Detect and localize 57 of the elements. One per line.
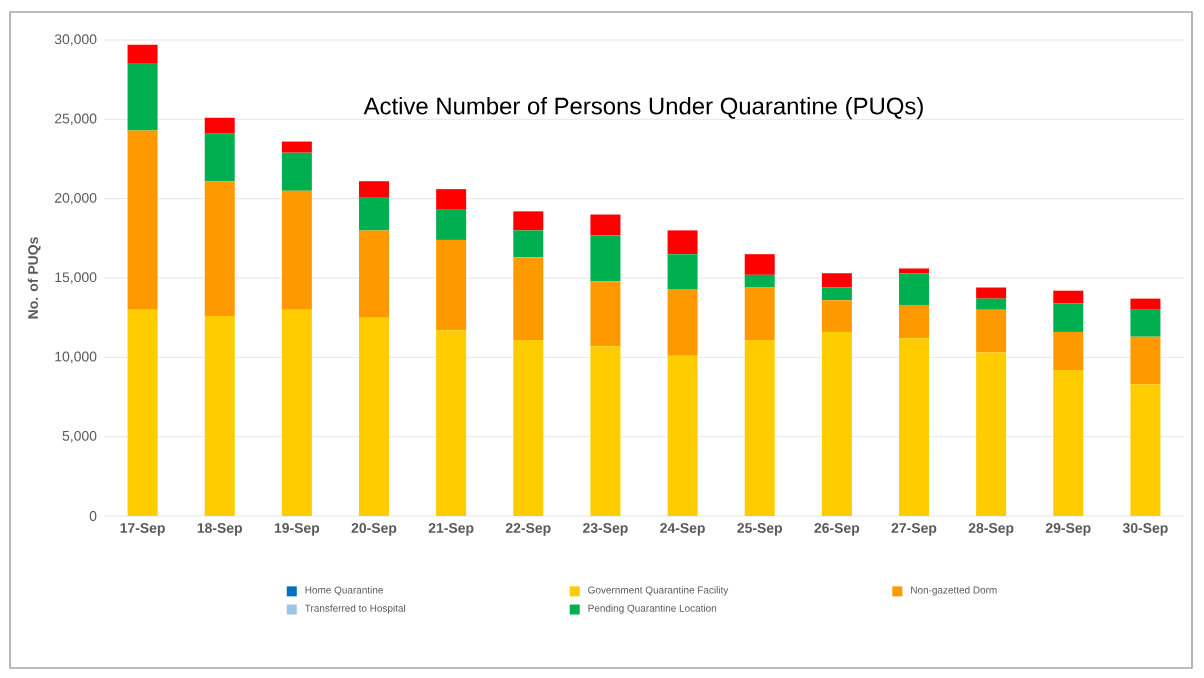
bar xyxy=(513,230,544,258)
bar xyxy=(590,214,621,236)
bar xyxy=(359,197,389,231)
bar xyxy=(359,181,389,198)
bar xyxy=(821,273,852,288)
bar xyxy=(976,352,1007,516)
bar xyxy=(281,141,312,153)
bar xyxy=(513,257,544,340)
bar xyxy=(976,309,1007,353)
bar xyxy=(744,339,775,516)
bar xyxy=(744,287,775,340)
bar xyxy=(281,309,312,516)
bar xyxy=(667,289,698,356)
bar xyxy=(821,331,852,516)
bar xyxy=(127,44,158,64)
bar xyxy=(204,181,235,317)
bar xyxy=(976,298,1007,310)
bar xyxy=(590,281,621,347)
bar xyxy=(204,117,235,134)
bar xyxy=(899,273,930,305)
bar xyxy=(667,254,698,290)
bar xyxy=(436,330,467,516)
bar xyxy=(281,152,312,191)
bar xyxy=(127,309,158,516)
bar xyxy=(976,287,1007,299)
bar xyxy=(204,316,235,516)
bar xyxy=(359,317,389,516)
bar xyxy=(744,254,775,275)
bar xyxy=(590,235,621,282)
text: Active Number of Persons Under Quarantine (PUQs) xyxy=(363,96,923,120)
bar xyxy=(899,304,930,339)
bar xyxy=(127,63,158,131)
bar xyxy=(436,209,467,240)
bar xyxy=(1053,303,1084,332)
bar xyxy=(899,268,930,274)
bar xyxy=(1053,290,1084,304)
bar xyxy=(513,211,544,231)
bar xyxy=(821,300,852,332)
bar xyxy=(899,338,930,516)
bar xyxy=(513,339,544,516)
bar xyxy=(359,230,389,318)
bar xyxy=(1130,309,1161,337)
bar xyxy=(281,190,312,310)
bar xyxy=(1130,336,1161,385)
bar xyxy=(1053,331,1084,371)
bar xyxy=(744,274,775,288)
bar xyxy=(1130,298,1161,310)
bar xyxy=(1053,370,1084,516)
bar xyxy=(590,346,621,516)
bar xyxy=(821,287,852,301)
bar xyxy=(667,230,698,255)
bar xyxy=(436,239,467,331)
bar xyxy=(436,189,467,210)
bar xyxy=(1130,384,1161,516)
bar xyxy=(127,130,158,310)
bar xyxy=(667,355,698,516)
bar xyxy=(204,133,235,182)
